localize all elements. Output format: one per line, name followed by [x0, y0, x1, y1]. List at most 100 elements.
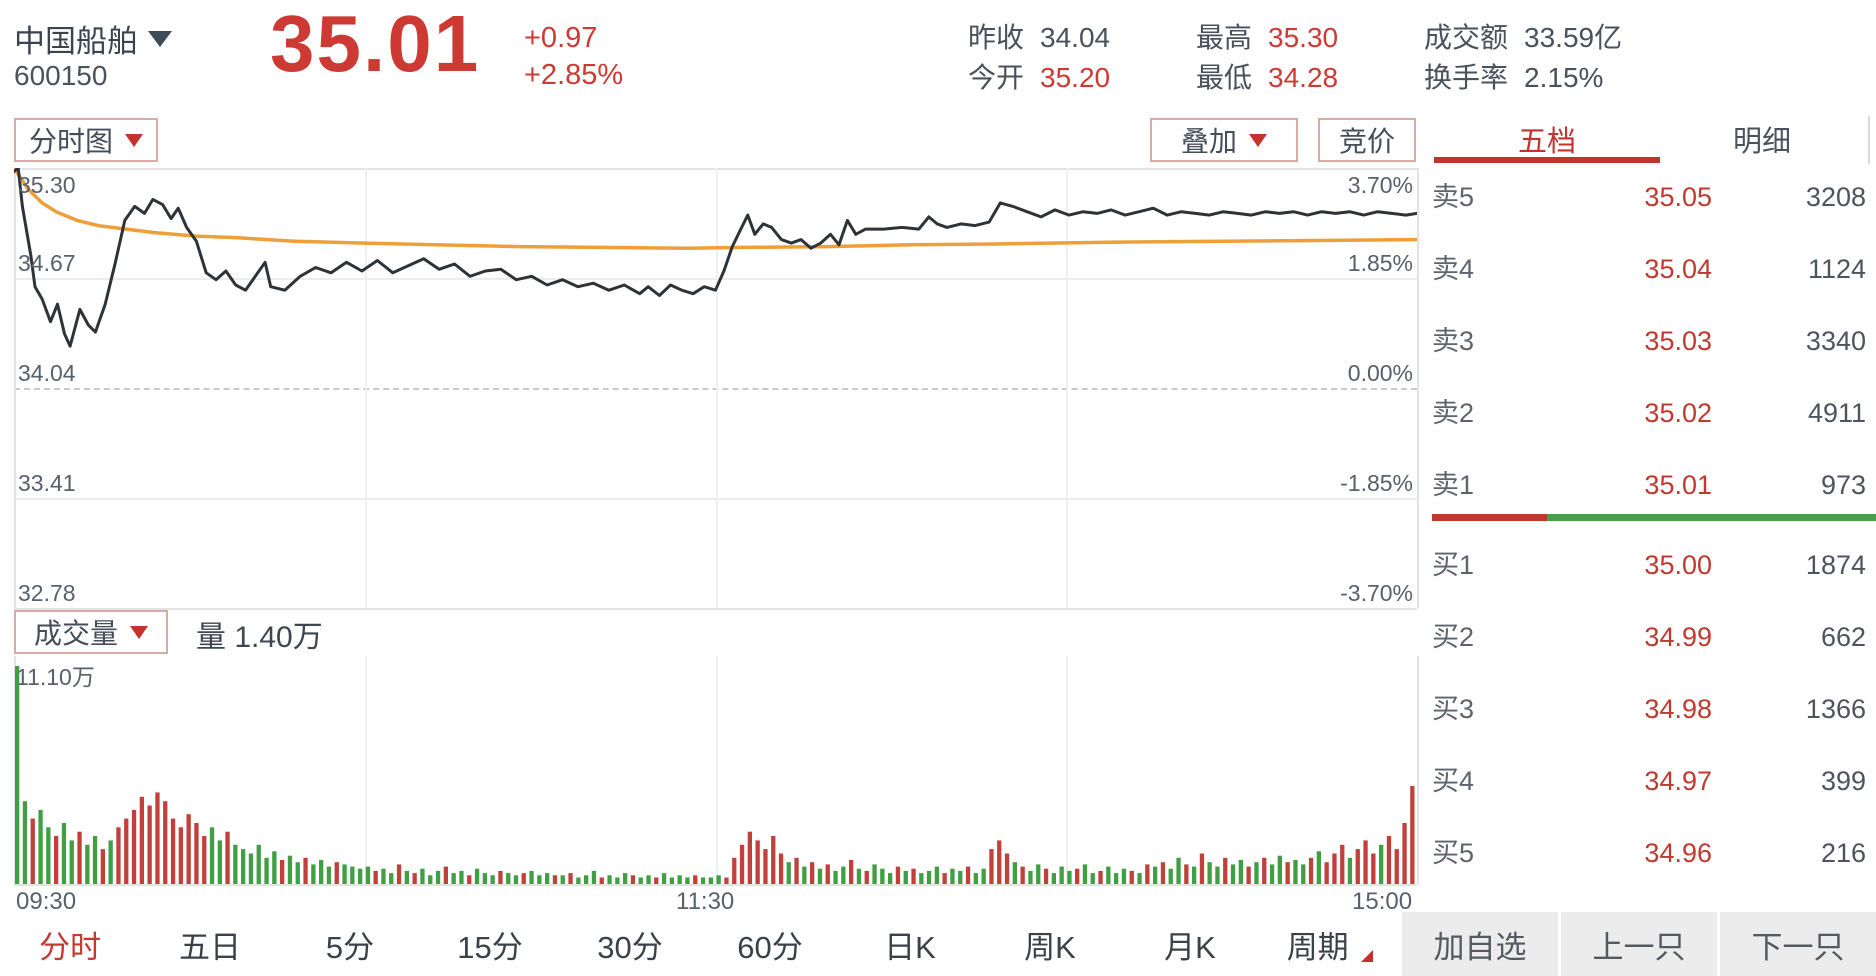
volume-bar — [506, 873, 511, 884]
previous-stock-button[interactable]: 上一只 — [1561, 912, 1717, 976]
volume-bar — [1379, 844, 1384, 884]
period-nav-item[interactable]: 日K — [840, 922, 980, 967]
period-nav-item[interactable]: 周K — [980, 922, 1120, 967]
volume-bar — [241, 849, 246, 884]
yaxis-price-label: 33.41 — [18, 470, 76, 496]
volume-bar — [1075, 868, 1080, 884]
volume-bar — [623, 873, 628, 884]
order-book-price: 35.03 — [1644, 326, 1712, 356]
volume-bar — [280, 860, 285, 884]
volume-bar — [443, 866, 448, 884]
order-book-volume: 3208 — [1805, 182, 1866, 212]
volume-bar — [1254, 862, 1259, 884]
volume-bar — [1394, 849, 1399, 884]
tab-five-levels[interactable]: 五档 — [1517, 126, 1576, 158]
chart-type-dropdown[interactable]: 分时图 — [14, 118, 158, 162]
volume-bar — [108, 840, 113, 884]
order-book-row[interactable]: 卖3 35.03 3340 — [1432, 318, 1866, 364]
volume-bar — [677, 875, 682, 884]
volume-bar — [342, 864, 347, 884]
period-nav-item[interactable]: 月K — [1120, 922, 1260, 967]
order-book-row[interactable]: 买5 34.96 216 — [1432, 830, 1866, 876]
yaxis-price-label: 34.04 — [18, 360, 76, 386]
overlay-dropdown[interactable]: 叠加 — [1150, 118, 1298, 162]
order-book-level-label: 卖3 — [1432, 326, 1475, 356]
order-book-volume: 1366 — [1805, 694, 1866, 724]
period-nav-label: 15分 — [457, 929, 523, 965]
volume-bar — [1004, 853, 1010, 884]
period-nav-label: 分时 — [39, 929, 101, 965]
order-book-volume: 4911 — [1807, 398, 1866, 428]
volume-bar — [163, 801, 168, 884]
auction-button[interactable]: 竞价 — [1318, 118, 1416, 162]
tab-detail[interactable]: 明细 — [1732, 126, 1791, 158]
order-book-row[interactable]: 卖5 35.05 3208 — [1432, 174, 1866, 220]
volume-bar — [334, 862, 339, 884]
volume-bar — [139, 796, 144, 884]
order-book-row[interactable]: 买3 34.98 1366 — [1432, 686, 1866, 732]
order-book-row[interactable]: 买2 34.99 662 — [1432, 614, 1866, 660]
period-nav-item[interactable]: 五日 — [140, 922, 280, 967]
volume-bar — [1262, 857, 1267, 884]
stat-value: 35.20 — [1040, 62, 1111, 93]
order-book-volume: 973 — [1820, 470, 1866, 500]
order-book-volume: 216 — [1820, 838, 1866, 868]
add-watchlist-button[interactable]: 加自选 — [1402, 912, 1558, 976]
period-nav-label: 30分 — [597, 929, 663, 965]
volume-bar — [856, 868, 862, 884]
more-periods-icon — [1361, 949, 1374, 962]
stats-column: 昨收 34.04 今开 35.20 — [968, 18, 1110, 98]
period-nav-label: 月K — [1164, 929, 1216, 965]
volume-bar — [997, 840, 1002, 884]
volume-bar — [54, 836, 59, 884]
order-book-row[interactable]: 卖2 35.02 4911 — [1432, 390, 1866, 436]
volume-bar — [1106, 866, 1111, 884]
volume-bar — [895, 866, 901, 884]
volume-bar — [420, 868, 425, 884]
volume-bar — [661, 873, 667, 884]
period-nav-item[interactable]: 分时 — [0, 922, 140, 967]
yaxis-percent-label: 3.70% — [1347, 172, 1413, 198]
yaxis-price-label: 34.67 — [18, 250, 76, 276]
volume-bar — [950, 868, 955, 884]
stock-name-dropdown[interactable]: 中国船舶 — [14, 16, 172, 61]
volume-max-label: 11.10万 — [16, 664, 95, 690]
yaxis-percent-label: 1.85% — [1347, 250, 1413, 276]
volume-bar — [358, 868, 363, 884]
volume-bar — [77, 831, 82, 884]
order-book-row[interactable]: 卖4 35.04 1124 — [1432, 246, 1866, 292]
volume-bar — [311, 864, 316, 884]
stat-label: 最高 — [1196, 22, 1253, 53]
period-nav-item[interactable]: 15分 — [420, 922, 560, 967]
volume-chart[interactable] — [14, 662, 1417, 884]
chevron-down-icon — [1249, 133, 1267, 147]
next-stock-button[interactable]: 下一只 — [1720, 912, 1876, 976]
price-change-block: +0.97 +2.85% — [524, 20, 623, 94]
buy-ratio-segment — [1432, 514, 1548, 521]
volume-indicator-dropdown[interactable]: 成交量 — [14, 610, 168, 654]
period-nav-item[interactable]: 5分 — [280, 922, 420, 967]
order-book-price: 34.96 — [1644, 838, 1712, 868]
volume-bar — [1067, 870, 1072, 884]
order-book-row[interactable]: 买1 35.00 1874 — [1432, 542, 1866, 588]
volume-bar — [1363, 840, 1368, 884]
period-nav-item[interactable]: 30分 — [560, 922, 700, 967]
volume-bar — [373, 870, 378, 884]
stats-row: 最高 35.30 — [1196, 18, 1338, 58]
stat-label: 今开 — [968, 62, 1025, 93]
order-book-level-label: 卖4 — [1432, 254, 1475, 284]
order-book-row[interactable]: 买4 34.97 399 — [1432, 758, 1866, 804]
volume-bar — [654, 877, 659, 884]
volume-bar — [1137, 873, 1142, 884]
volume-bar — [202, 836, 207, 884]
period-nav-item[interactable]: 60分 — [700, 922, 840, 967]
volume-bar — [747, 831, 752, 884]
price-line — [14, 168, 1417, 348]
volume-bar — [248, 853, 254, 884]
period-nav-item[interactable]: 周期 — [1260, 922, 1400, 967]
order-book-row[interactable]: 卖1 35.01 973 — [1432, 462, 1866, 508]
price-chart[interactable] — [14, 168, 1417, 608]
volume-bar — [669, 877, 674, 884]
volume-bar — [396, 864, 402, 884]
stock-name: 中国船舶 — [14, 24, 138, 59]
